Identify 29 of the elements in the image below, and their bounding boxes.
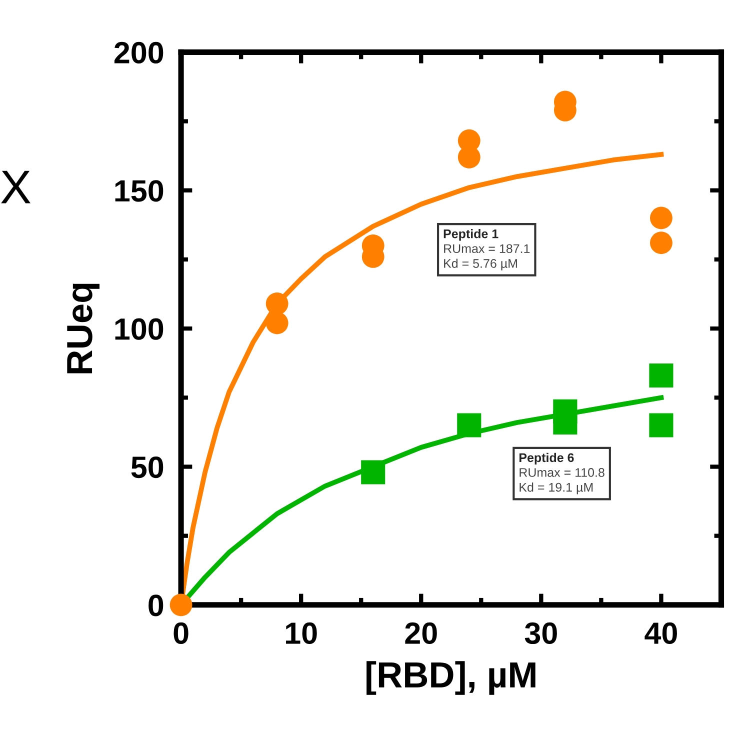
x-tick-label: 40 [644,622,677,644]
annotation: Kd = 5.76 µM [444,258,517,270]
x-tick-label: 10 [286,622,317,644]
point [266,312,288,334]
point [649,364,674,388]
point [650,206,672,230]
annotation: Kd = 19.1 µM [520,482,593,494]
point [266,292,288,315]
point [170,594,192,616]
annotation: RUmax = 110.8 [520,468,604,477]
y-axis-title: RUeq [67,284,100,374]
y-tick-label: 50 [131,456,164,478]
annotation: Peptide 1 [444,229,498,241]
point [553,410,578,435]
y-tick-label: 100 [115,318,164,340]
y-tick-label: 200 [114,42,164,64]
point [361,460,386,484]
annotation: Peptide 6 [520,452,574,465]
y-tick-label: 150 [115,180,164,202]
x-axis-title: [RBD], µM [366,661,536,695]
point [649,413,674,438]
point [457,413,482,438]
x-tick-label: 30 [524,622,557,644]
y-tick-label: 0 [148,594,164,616]
annotation: RUmax = 187.1 [444,244,530,254]
text: X [1,170,31,204]
x-tick-label: 20 [405,622,437,644]
x-tick-label: 0 [174,622,188,644]
point [650,232,672,254]
